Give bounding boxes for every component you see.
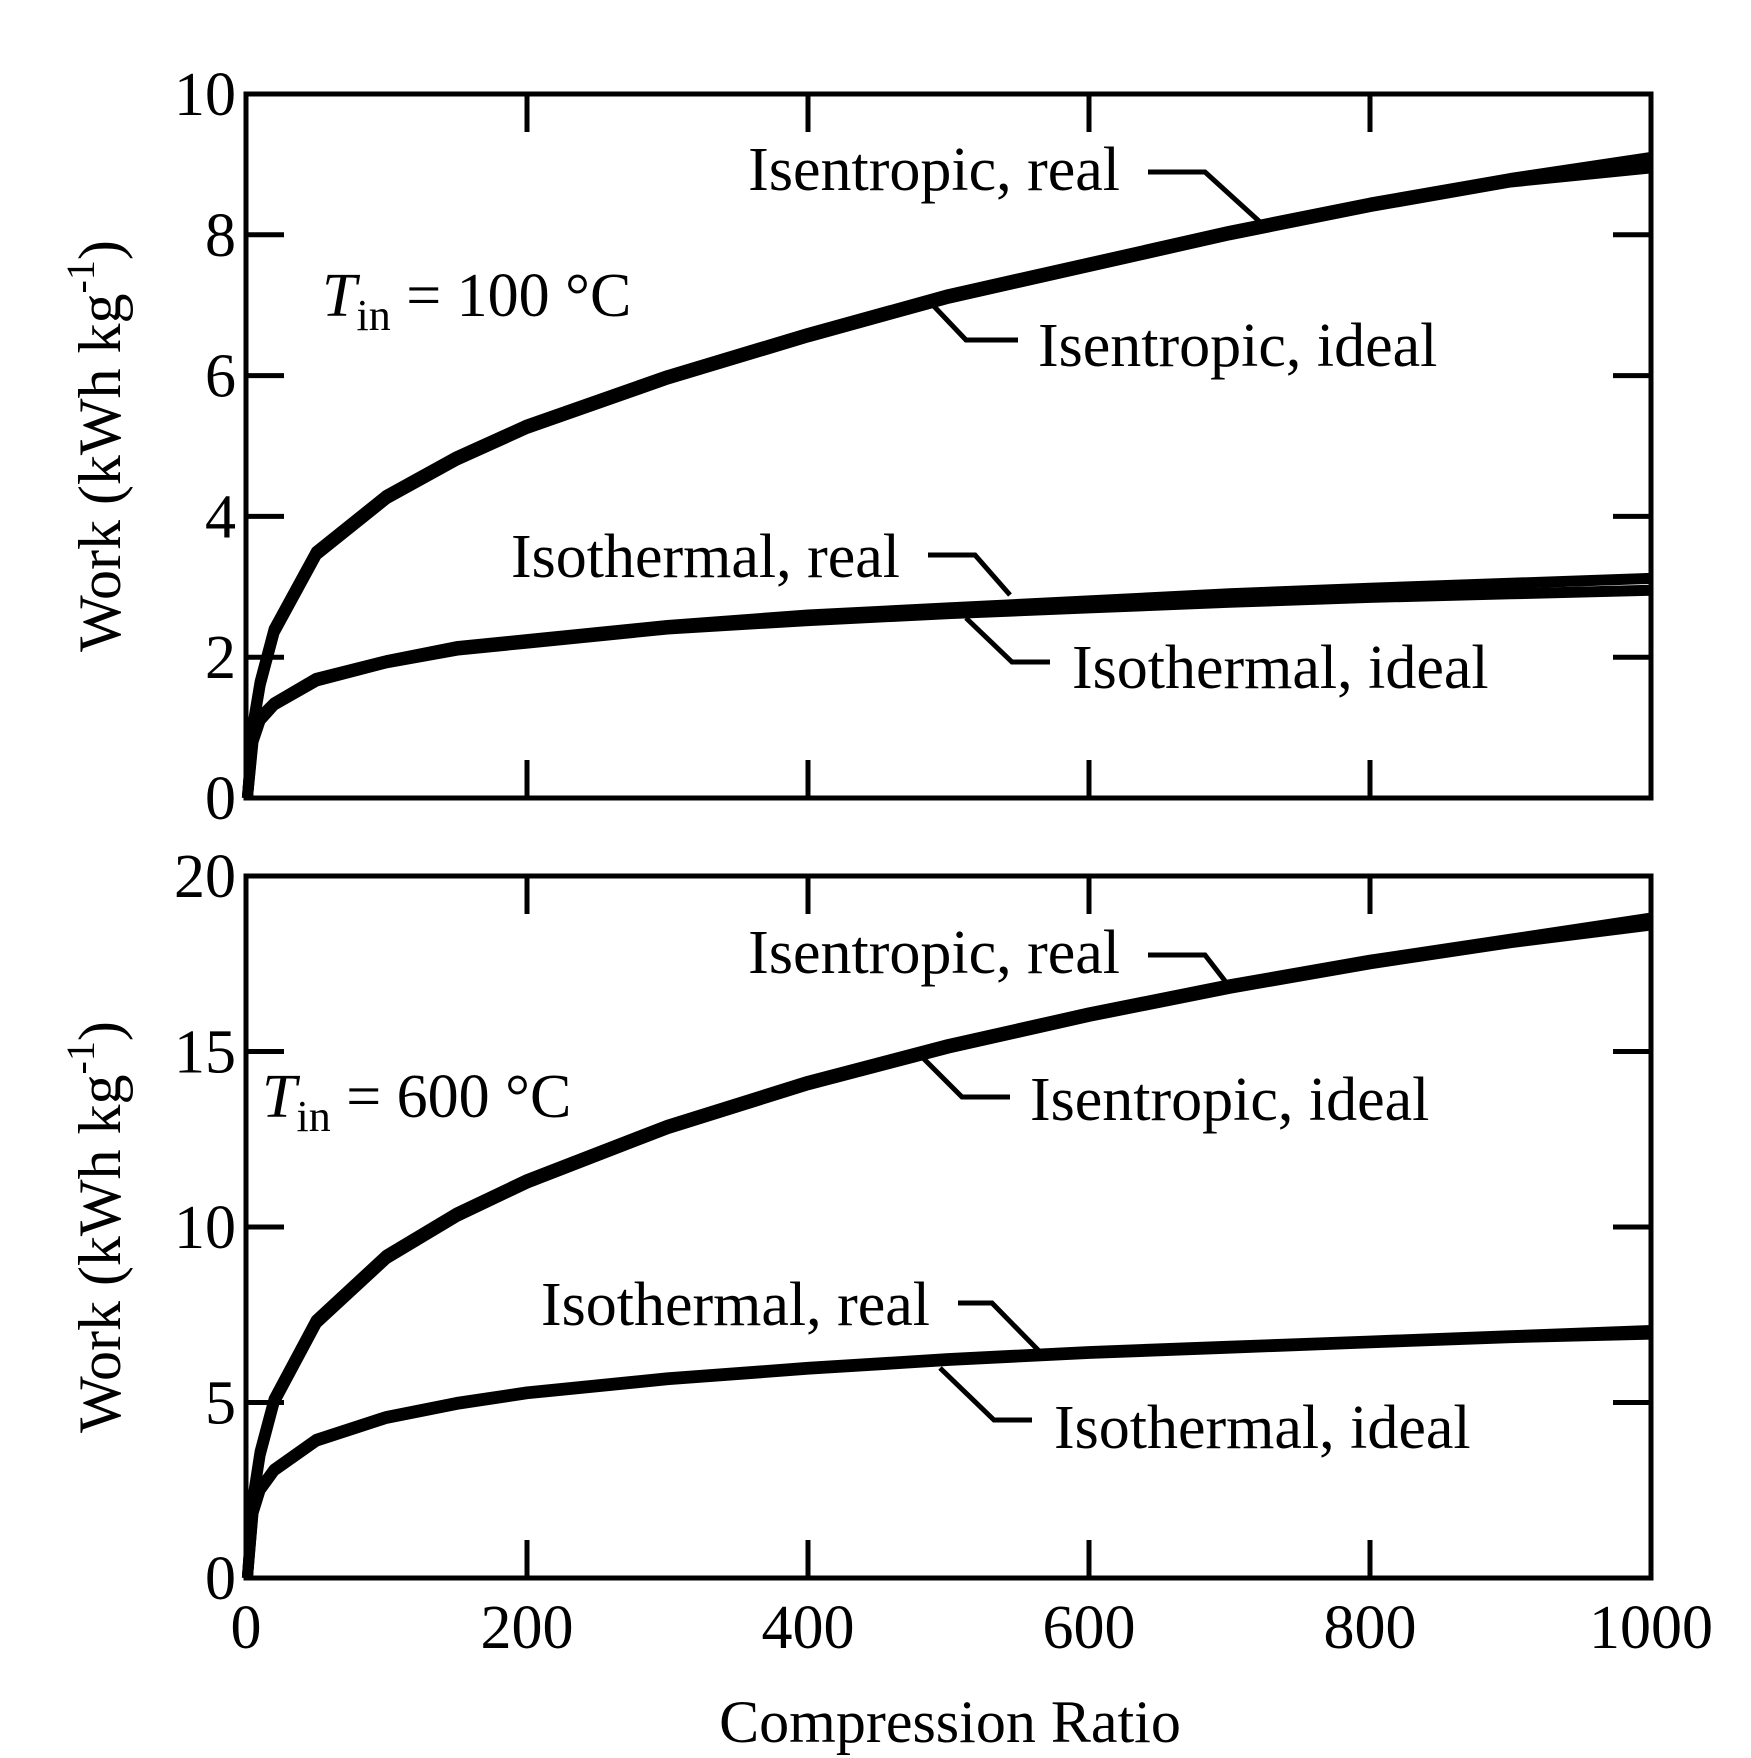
y-tick-label: 4	[205, 483, 236, 551]
condition-label: Tin = 100 °C	[322, 262, 631, 340]
x-tick-label: 800	[1324, 1594, 1417, 1662]
series-label: Isentropic, real	[748, 919, 1120, 987]
series-label: Isothermal, ideal	[1054, 1394, 1471, 1462]
leader-line	[958, 1300, 1042, 1354]
y-tick-label: 0	[205, 1545, 236, 1613]
leader-line	[926, 298, 1018, 343]
leader-line	[1148, 169, 1262, 224]
y-tick-label: 6	[205, 343, 236, 411]
series-line-isentropic-real	[241, 912, 1652, 1579]
series-label: Isothermal, real	[511, 523, 900, 591]
leader-line	[964, 616, 1050, 665]
series-label: Isothermal, ideal	[1072, 634, 1489, 702]
x-tick-label: 600	[1043, 1594, 1136, 1662]
y-axis-title: Work (kWh kg-1)	[58, 240, 133, 652]
y-tick-label: 10	[174, 1194, 236, 1262]
plot-frame	[243, 91, 1654, 801]
leader-line	[1148, 952, 1234, 992]
series-label: Isentropic, ideal	[1030, 1066, 1429, 1134]
x-tick-label: 0	[231, 1594, 262, 1662]
y-tick-label: 15	[174, 1019, 236, 1087]
y-tick-label: 8	[205, 202, 236, 270]
series-line-isothermal-ideal	[241, 584, 1652, 799]
top-panel: 0 2 4 6 8 10 Work (kWh kg-1) Tin = 100 °C Isentr…	[58, 61, 1654, 833]
y-tick-label: 0	[205, 765, 236, 833]
y-axis-title: Work (kWh kg-1)	[58, 1021, 133, 1433]
y-tick-label: 10	[174, 61, 236, 129]
x-tick-label: 200	[481, 1594, 574, 1662]
series-label: Isothermal, real	[541, 1271, 930, 1339]
y-tick-label: 5	[205, 1370, 236, 1438]
leader-line	[938, 1366, 1032, 1423]
leader-line	[928, 552, 1012, 597]
leader-line	[918, 1053, 1010, 1100]
y-tick-label: 20	[174, 843, 236, 911]
x-tick-label: 400	[762, 1594, 855, 1662]
x-tick-label: 1000	[1589, 1594, 1713, 1662]
series-label: Isentropic, real	[748, 136, 1120, 204]
x-axis-title: Compression Ratio	[719, 1689, 1181, 1755]
series-line-isentropic-ideal	[241, 162, 1652, 799]
condition-label: Tin = 600 °C	[262, 1063, 571, 1141]
series-line-isothermal-ideal	[241, 1328, 1652, 1579]
series-line-isentropic-ideal	[241, 919, 1652, 1579]
series-label: Isentropic, ideal	[1038, 312, 1437, 380]
y-tick-label: 2	[205, 624, 236, 692]
